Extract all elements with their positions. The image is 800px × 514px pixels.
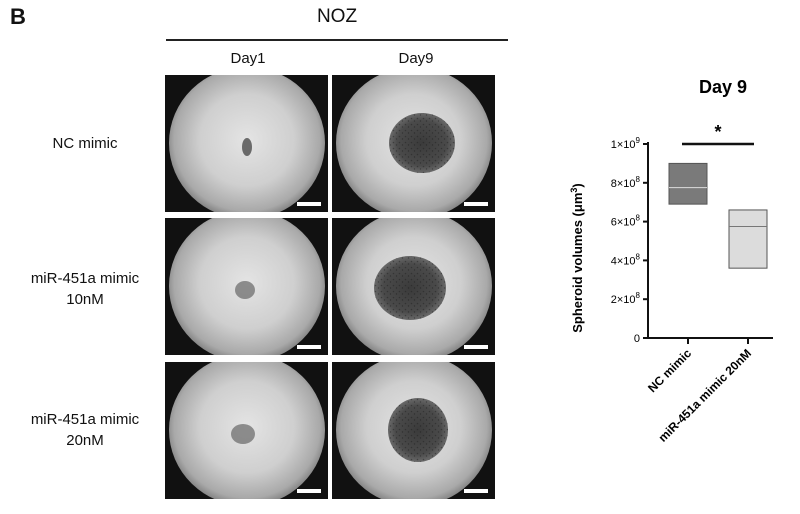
row-label-nc-line1: NC mimic <box>52 135 118 152</box>
row-label-10nm: miR-451a mimic 10nM <box>10 268 160 310</box>
y-axis-label-sup: 3 <box>569 188 579 193</box>
chart-boxes <box>668 162 768 269</box>
column-label-day1: Day1 <box>230 50 266 67</box>
scale-bar <box>464 202 488 206</box>
row-label-10nm-line1: miR-451a mimic <box>30 270 140 287</box>
y-tick-label: 0 <box>634 333 640 345</box>
y-axis-label: Spheroid volumes (μm3) <box>569 183 585 333</box>
svg-text:Spheroid volumes (μm3): Spheroid volumes (μm3) <box>569 183 585 333</box>
well-image-day9-20nm <box>332 362 495 499</box>
column-label-day9: Day9 <box>398 50 434 67</box>
scale-bar <box>464 345 488 349</box>
chart-axes: 0 2×108 4×108 6×108 8×108 1×109 <box>611 136 773 345</box>
panel-letter: B <box>10 4 26 29</box>
x-tick-label: NC mimic <box>645 346 694 395</box>
y-tick-label: 1×109 <box>611 136 641 151</box>
well-image-day1-20nm <box>165 362 328 499</box>
spheroid-volume-chart: Day 9 Spheroid volumes (μm3) 0 2×108 4×108… <box>569 77 773 445</box>
chart-title: Day 9 <box>699 77 747 97</box>
group-underline <box>166 39 508 41</box>
scale-bar <box>297 345 321 349</box>
row-label-20nm: miR-451a mimic 20nM <box>10 409 160 451</box>
well-image-day9-nc <box>332 75 495 212</box>
row-label-20nm-line2: 20nM <box>66 432 104 449</box>
row-label-10nm-line2: 10nM <box>66 291 104 308</box>
y-axis-label-tail: ) <box>570 183 585 187</box>
scale-bar <box>297 202 321 206</box>
y-tick-label: 6×108 <box>611 214 641 229</box>
row-label-nc: NC mimic <box>10 133 160 154</box>
y-tick-label: 8×108 <box>611 175 641 190</box>
significance-marker: * <box>682 122 754 146</box>
well-image-day9-10nm <box>332 218 495 355</box>
y-tick-label: 4×108 <box>611 252 641 267</box>
scale-bar <box>464 489 488 493</box>
group-title: NOZ <box>316 6 358 27</box>
box-mir451a-20nm <box>728 209 768 269</box>
y-axis-label-main: Spheroid volumes (μm <box>570 193 585 333</box>
significance-star: * <box>714 122 721 142</box>
y-tick-label: 2×108 <box>611 291 641 306</box>
well-image-day1-10nm <box>165 218 328 355</box>
scale-bar <box>297 489 321 493</box>
box-nc-mimic <box>668 162 708 205</box>
row-label-20nm-line1: miR-451a mimic <box>30 411 140 428</box>
well-image-day1-nc <box>165 75 328 212</box>
